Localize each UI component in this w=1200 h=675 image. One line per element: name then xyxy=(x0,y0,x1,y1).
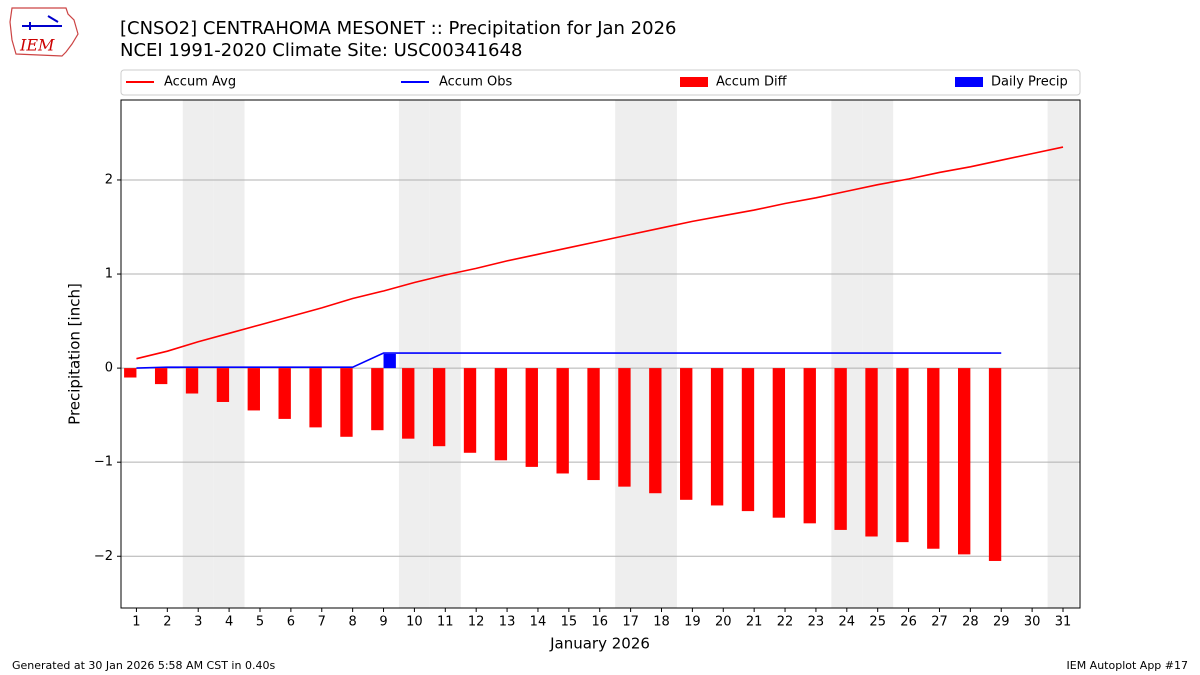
x-tick-label: 6 xyxy=(287,615,295,630)
x-tick-label: 25 xyxy=(869,615,886,630)
x-tick-label: 29 xyxy=(993,615,1010,630)
x-tick-label: 27 xyxy=(931,615,948,630)
logo-text: IEM xyxy=(19,36,55,55)
x-tick-label: 30 xyxy=(1024,615,1041,630)
x-tick-label: 28 xyxy=(962,615,979,630)
bar xyxy=(309,368,322,428)
x-tick-label: 8 xyxy=(349,615,357,630)
bar xyxy=(556,368,569,474)
y-tick-label: −2 xyxy=(94,549,113,564)
x-tick-label: 21 xyxy=(746,615,763,630)
y-tick-label: 2 xyxy=(105,172,113,187)
bar xyxy=(834,368,847,530)
weekend-shade xyxy=(182,100,214,608)
bar xyxy=(494,368,508,461)
x-tick-label: 18 xyxy=(653,615,670,630)
bar xyxy=(340,368,353,437)
legend-swatch xyxy=(955,77,983,87)
chart-subtitle: NCEI 1991-2020 Climate Site: USC00341648 xyxy=(120,40,522,61)
weekend-shade xyxy=(429,100,461,608)
bar xyxy=(167,367,180,369)
bar xyxy=(865,368,878,537)
logo-icon xyxy=(22,15,62,30)
x-tick-label: 3 xyxy=(194,615,202,630)
x-tick-label: 26 xyxy=(900,615,917,630)
bar xyxy=(741,368,755,512)
weekend-shade xyxy=(831,100,863,608)
weekend-shade xyxy=(213,100,245,608)
x-tick-label: 31 xyxy=(1055,615,1072,630)
x-tick-label: 22 xyxy=(777,615,794,630)
x-tick-label: 5 xyxy=(256,615,264,630)
x-tick-label: 7 xyxy=(318,615,326,630)
x-tick-label: 2 xyxy=(163,615,171,630)
bar xyxy=(988,368,1002,561)
bar xyxy=(185,368,199,394)
legend-label: Accum Diff xyxy=(716,75,788,90)
x-tick-label: 4 xyxy=(225,615,233,630)
bar xyxy=(371,368,384,431)
bar xyxy=(124,368,137,378)
legend-label: Daily Precip xyxy=(991,75,1068,90)
bar xyxy=(927,368,940,549)
x-tick-label: 15 xyxy=(561,615,578,630)
bar xyxy=(525,368,538,467)
x-tick-label: 11 xyxy=(437,615,454,630)
bar xyxy=(154,368,168,385)
logo-outline xyxy=(9,7,79,57)
bar xyxy=(383,354,396,369)
footer-left: Generated at 30 Jan 2026 5:58 AM CST in … xyxy=(12,659,275,672)
x-tick-label: 1 xyxy=(132,615,140,630)
x-tick-label: 23 xyxy=(808,615,825,630)
weekend-shade xyxy=(646,100,677,608)
bar xyxy=(463,368,477,453)
bar xyxy=(710,368,724,506)
x-tick-label: 13 xyxy=(499,615,516,630)
x-tick-label: 19 xyxy=(684,615,701,630)
bar xyxy=(402,368,415,439)
bar xyxy=(216,368,230,402)
plot-frame xyxy=(120,99,1081,609)
weekend-shade xyxy=(615,100,647,608)
bar xyxy=(896,368,909,543)
bar xyxy=(432,368,446,447)
y-tick-label: 1 xyxy=(105,267,113,282)
x-tick-label: 10 xyxy=(406,615,423,630)
weekend-shade xyxy=(398,100,430,608)
line xyxy=(136,352,1002,369)
y-tick-label: −1 xyxy=(94,455,113,470)
bar xyxy=(247,368,260,411)
x-tick-label: 9 xyxy=(379,615,387,630)
x-tick-label: 17 xyxy=(622,615,639,630)
footer-right: IEM Autoplot App #17 xyxy=(1067,659,1189,672)
bar xyxy=(278,368,291,419)
logo: IEM xyxy=(9,7,79,57)
legend-label: Accum Obs xyxy=(439,75,512,90)
x-tick-label: 12 xyxy=(468,615,485,630)
legend xyxy=(120,69,1081,96)
bar xyxy=(803,368,816,524)
x-axis-label: January 2026 xyxy=(549,635,650,653)
line xyxy=(136,146,1064,360)
x-tick-label: 16 xyxy=(591,615,608,630)
x-tick-label: 24 xyxy=(839,615,856,630)
x-tick-label: 20 xyxy=(715,615,732,630)
weekend-shade xyxy=(1047,100,1079,608)
bar xyxy=(587,368,600,481)
bar xyxy=(772,368,786,518)
legend-label: Accum Avg xyxy=(164,75,236,90)
bar xyxy=(680,368,693,500)
chart-title: [CNSO2] CENTRAHOMA MESONET :: Precipitat… xyxy=(120,18,677,39)
legend-swatch xyxy=(680,77,708,87)
x-tick-label: 14 xyxy=(530,615,547,630)
y-axis-label: Precipitation [inch] xyxy=(66,283,84,425)
bar xyxy=(649,368,662,494)
bar xyxy=(618,368,631,487)
bar xyxy=(958,368,971,555)
y-tick-label: 0 xyxy=(105,361,113,376)
